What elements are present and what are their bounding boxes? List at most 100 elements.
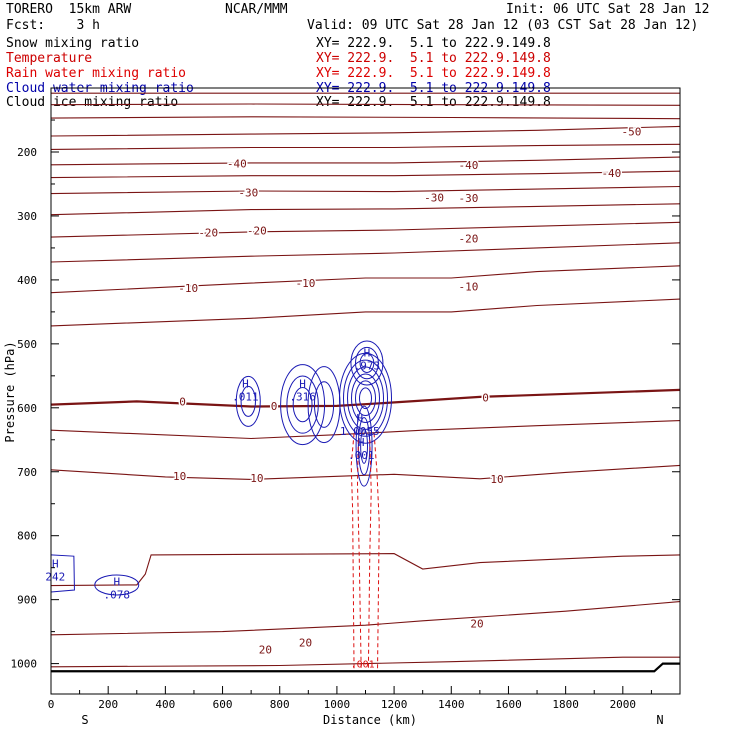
init-time: Init: 06 UTC Sat 28 Jan 12 bbox=[506, 2, 710, 17]
cloud-water-contour bbox=[347, 366, 384, 430]
temperature-label: 0 bbox=[271, 400, 278, 413]
ground-surface bbox=[51, 662, 680, 673]
cloud-water-contour bbox=[94, 574, 140, 596]
legend-cloud-ice-label: Cloud ice mixing ratio bbox=[6, 95, 179, 110]
cloud-water-contour bbox=[313, 381, 335, 428]
cloud-water-max-mark: H bbox=[113, 576, 120, 589]
legend-snow-label: Snow mixing ratio bbox=[6, 36, 140, 51]
x-tick-label: 600 bbox=[213, 698, 233, 711]
temperature-contour--30 bbox=[50, 185, 681, 195]
temperature-label: -10 bbox=[458, 280, 478, 293]
temperature-label: -20 bbox=[247, 225, 267, 238]
cloud-water-contour bbox=[286, 375, 319, 434]
cloud-water-max-value: .078 bbox=[104, 589, 131, 602]
legend-temperature-xy: XY= 222.9. 5.1 to 222.9.149.8 bbox=[316, 51, 551, 66]
temperature-contours bbox=[50, 92, 681, 668]
x-tick-label: 1000 bbox=[324, 698, 351, 711]
cloud-water-max-value: .011 bbox=[232, 390, 259, 403]
temperature-label: 0 bbox=[482, 392, 489, 405]
temperature-contour--20 bbox=[50, 221, 681, 238]
temperature-contour-20 bbox=[50, 601, 681, 636]
cloud-water-contour bbox=[359, 353, 375, 373]
legend-temperature-label: Temperature bbox=[6, 51, 93, 66]
temperature-label: 10 bbox=[250, 472, 263, 485]
cloud-water-contour bbox=[350, 340, 384, 386]
y-tick-label: 400 bbox=[17, 274, 37, 287]
temperature-label: 20 bbox=[259, 644, 272, 657]
cloud-water-max-mark: H bbox=[356, 412, 363, 425]
temperature-label: 20 bbox=[299, 636, 312, 649]
temperature-contour--65 bbox=[50, 103, 681, 106]
temperature-contour-25 bbox=[50, 656, 680, 668]
model-title: TORERO 15km ARW bbox=[6, 2, 132, 17]
x-tick-label: 2000 bbox=[610, 698, 637, 711]
x-tick-label: 1600 bbox=[495, 698, 522, 711]
temperature-contour-labels: -50 -40 -40 -40 -30 -30 -30 -20 -20 -20 -10 -10 -10 0… bbox=[172, 124, 643, 658]
temperature-contour--5 bbox=[50, 298, 681, 327]
north-end-label: N bbox=[656, 713, 663, 727]
cloud-water-max-mark: H bbox=[358, 436, 365, 449]
cloud-water-contour bbox=[240, 385, 256, 417]
legend-snow-xy: XY= 222.9. 5.1 to 222.9.149.8 bbox=[316, 36, 551, 51]
cloud-water-contour bbox=[235, 375, 261, 427]
x-tick-label: 1400 bbox=[438, 698, 465, 711]
cloud-water-contour bbox=[292, 386, 313, 423]
temperature-label: -20 bbox=[198, 227, 218, 240]
cloud-water-max-mark: H bbox=[242, 377, 249, 390]
legend-rain-label: Rain water mixing ratio bbox=[6, 66, 187, 81]
temperature-contour--40 bbox=[50, 156, 681, 166]
temperature-contour-0 bbox=[50, 388, 681, 408]
temperature-label: 0 bbox=[179, 395, 186, 408]
temperature-label: -30 bbox=[424, 191, 444, 204]
y-tick-label: 500 bbox=[17, 338, 37, 351]
cloud-water-contour bbox=[355, 380, 376, 417]
plot-border bbox=[50, 87, 681, 695]
cloud-water-contour bbox=[360, 428, 368, 464]
temperature-label: 20 bbox=[470, 617, 483, 630]
cloud-water-max-value: 1.0055 bbox=[340, 425, 380, 438]
rain-water-contour bbox=[350, 433, 355, 672]
cloud-water-contour bbox=[355, 405, 373, 487]
temperature-label: -40 bbox=[458, 159, 478, 172]
temperature-contour--35 bbox=[50, 170, 681, 179]
y-tick-label: 700 bbox=[17, 466, 37, 479]
temperature-contour--15 bbox=[50, 242, 681, 263]
cloud-water-max-mark: H bbox=[299, 377, 306, 390]
x-tick-label: 200 bbox=[98, 698, 118, 711]
y-tick-label: 800 bbox=[17, 530, 37, 543]
temperature-label: -40 bbox=[227, 158, 247, 171]
temperature-label: -10 bbox=[296, 277, 316, 290]
cloud-water-max-mark: H bbox=[364, 347, 371, 360]
temperature-contour-5 bbox=[50, 420, 681, 440]
cloud-water-max-value: 242 bbox=[45, 571, 65, 584]
temperature-label: -40 bbox=[601, 167, 621, 180]
temperature-contour--45 bbox=[50, 143, 681, 150]
forecast-hour: Fcst: 3 h bbox=[6, 18, 100, 33]
south-end-label: S bbox=[81, 713, 88, 727]
y-tick-label: 200 bbox=[17, 146, 37, 159]
cloud-water-contour bbox=[355, 346, 379, 380]
temperature-label: -50 bbox=[621, 126, 641, 139]
temperature-label: 10 bbox=[490, 473, 503, 486]
temperature-contour--10 bbox=[50, 265, 681, 294]
legend-cloud-ice-xy: XY= 222.9. 5.1 to 222.9.149.8 bbox=[316, 95, 551, 110]
x-tick-label: 0 bbox=[48, 698, 55, 711]
temperature-label: -10 bbox=[178, 282, 198, 295]
cloud-water-max-mark: H bbox=[52, 558, 59, 571]
plot-frame bbox=[50, 87, 681, 695]
y-tick-label: 900 bbox=[17, 594, 37, 607]
x-tick-label: 800 bbox=[270, 698, 290, 711]
cloud-water-contour bbox=[357, 417, 371, 476]
x-axis-label: Distance (km) bbox=[323, 713, 417, 727]
cloud-water-contours bbox=[50, 340, 392, 596]
center-title: NCAR/MMM bbox=[225, 2, 288, 17]
temperature-label: -30 bbox=[458, 192, 478, 205]
cloud-water-max-value: .001 bbox=[348, 449, 375, 462]
axes: 0 200 400 600 800 1000 1200 1400 1600 1800 2000200… bbox=[11, 119, 680, 711]
cloud-water-contour bbox=[307, 366, 341, 444]
x-tick-label: 1200 bbox=[381, 698, 408, 711]
rain-water-contour bbox=[356, 439, 362, 672]
x-tick-label: 1800 bbox=[552, 698, 579, 711]
y-tick-label: 300 bbox=[17, 210, 37, 223]
